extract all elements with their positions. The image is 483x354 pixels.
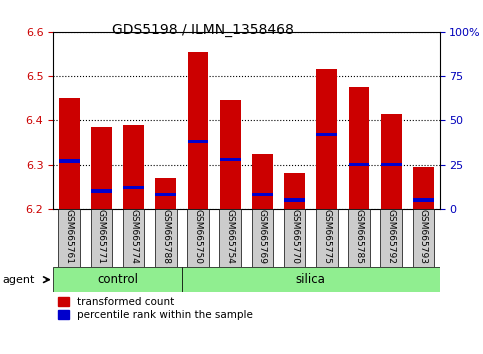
Bar (182, 267, 440, 292)
Bar (53, 267, 182, 292)
Text: GSM665770: GSM665770 (290, 210, 299, 264)
Bar (187, 209, 209, 267)
Bar (348, 209, 370, 267)
Text: GSM665771: GSM665771 (97, 210, 106, 264)
Text: agent: agent (2, 275, 35, 285)
Bar (123, 125, 144, 209)
Bar (284, 209, 305, 267)
Bar (59, 159, 80, 163)
Bar (156, 178, 176, 209)
Bar (59, 98, 80, 209)
Text: GSM665769: GSM665769 (258, 210, 267, 264)
Bar (413, 167, 434, 209)
Bar (349, 87, 369, 209)
Bar (316, 209, 338, 267)
Bar (284, 173, 305, 209)
Text: GDS5198 / ILMN_1358468: GDS5198 / ILMN_1358468 (112, 23, 294, 37)
Text: GSM665750: GSM665750 (194, 210, 202, 264)
Bar (156, 193, 176, 196)
Bar (413, 198, 434, 202)
Bar (252, 209, 273, 267)
Bar (349, 163, 369, 166)
Text: GSM665793: GSM665793 (419, 210, 428, 264)
Bar (381, 163, 402, 166)
Legend: transformed count, percentile rank within the sample: transformed count, percentile rank withi… (58, 297, 253, 320)
Bar (91, 189, 112, 193)
Text: GSM665792: GSM665792 (387, 210, 396, 264)
Bar (123, 209, 144, 267)
Bar (58, 209, 80, 267)
Bar (316, 133, 337, 136)
Bar (412, 209, 434, 267)
Bar (284, 198, 305, 202)
Bar (252, 193, 273, 196)
Text: GSM665775: GSM665775 (322, 210, 331, 264)
Bar (123, 186, 144, 189)
Bar (91, 209, 112, 267)
Bar (91, 127, 112, 209)
Bar (252, 154, 273, 209)
Bar (316, 69, 337, 209)
Text: GSM665754: GSM665754 (226, 210, 235, 264)
Bar (381, 114, 402, 209)
Text: GSM665785: GSM665785 (355, 210, 364, 264)
Bar (381, 209, 402, 267)
Bar (219, 209, 241, 267)
Bar (220, 158, 241, 161)
Bar (220, 101, 241, 209)
Text: GSM665774: GSM665774 (129, 210, 138, 264)
Bar (187, 140, 209, 143)
Text: GSM665761: GSM665761 (65, 210, 74, 264)
Bar (155, 209, 177, 267)
Bar (187, 52, 209, 209)
Text: control: control (97, 273, 138, 286)
Text: silica: silica (296, 273, 326, 286)
Text: GSM665788: GSM665788 (161, 210, 170, 264)
